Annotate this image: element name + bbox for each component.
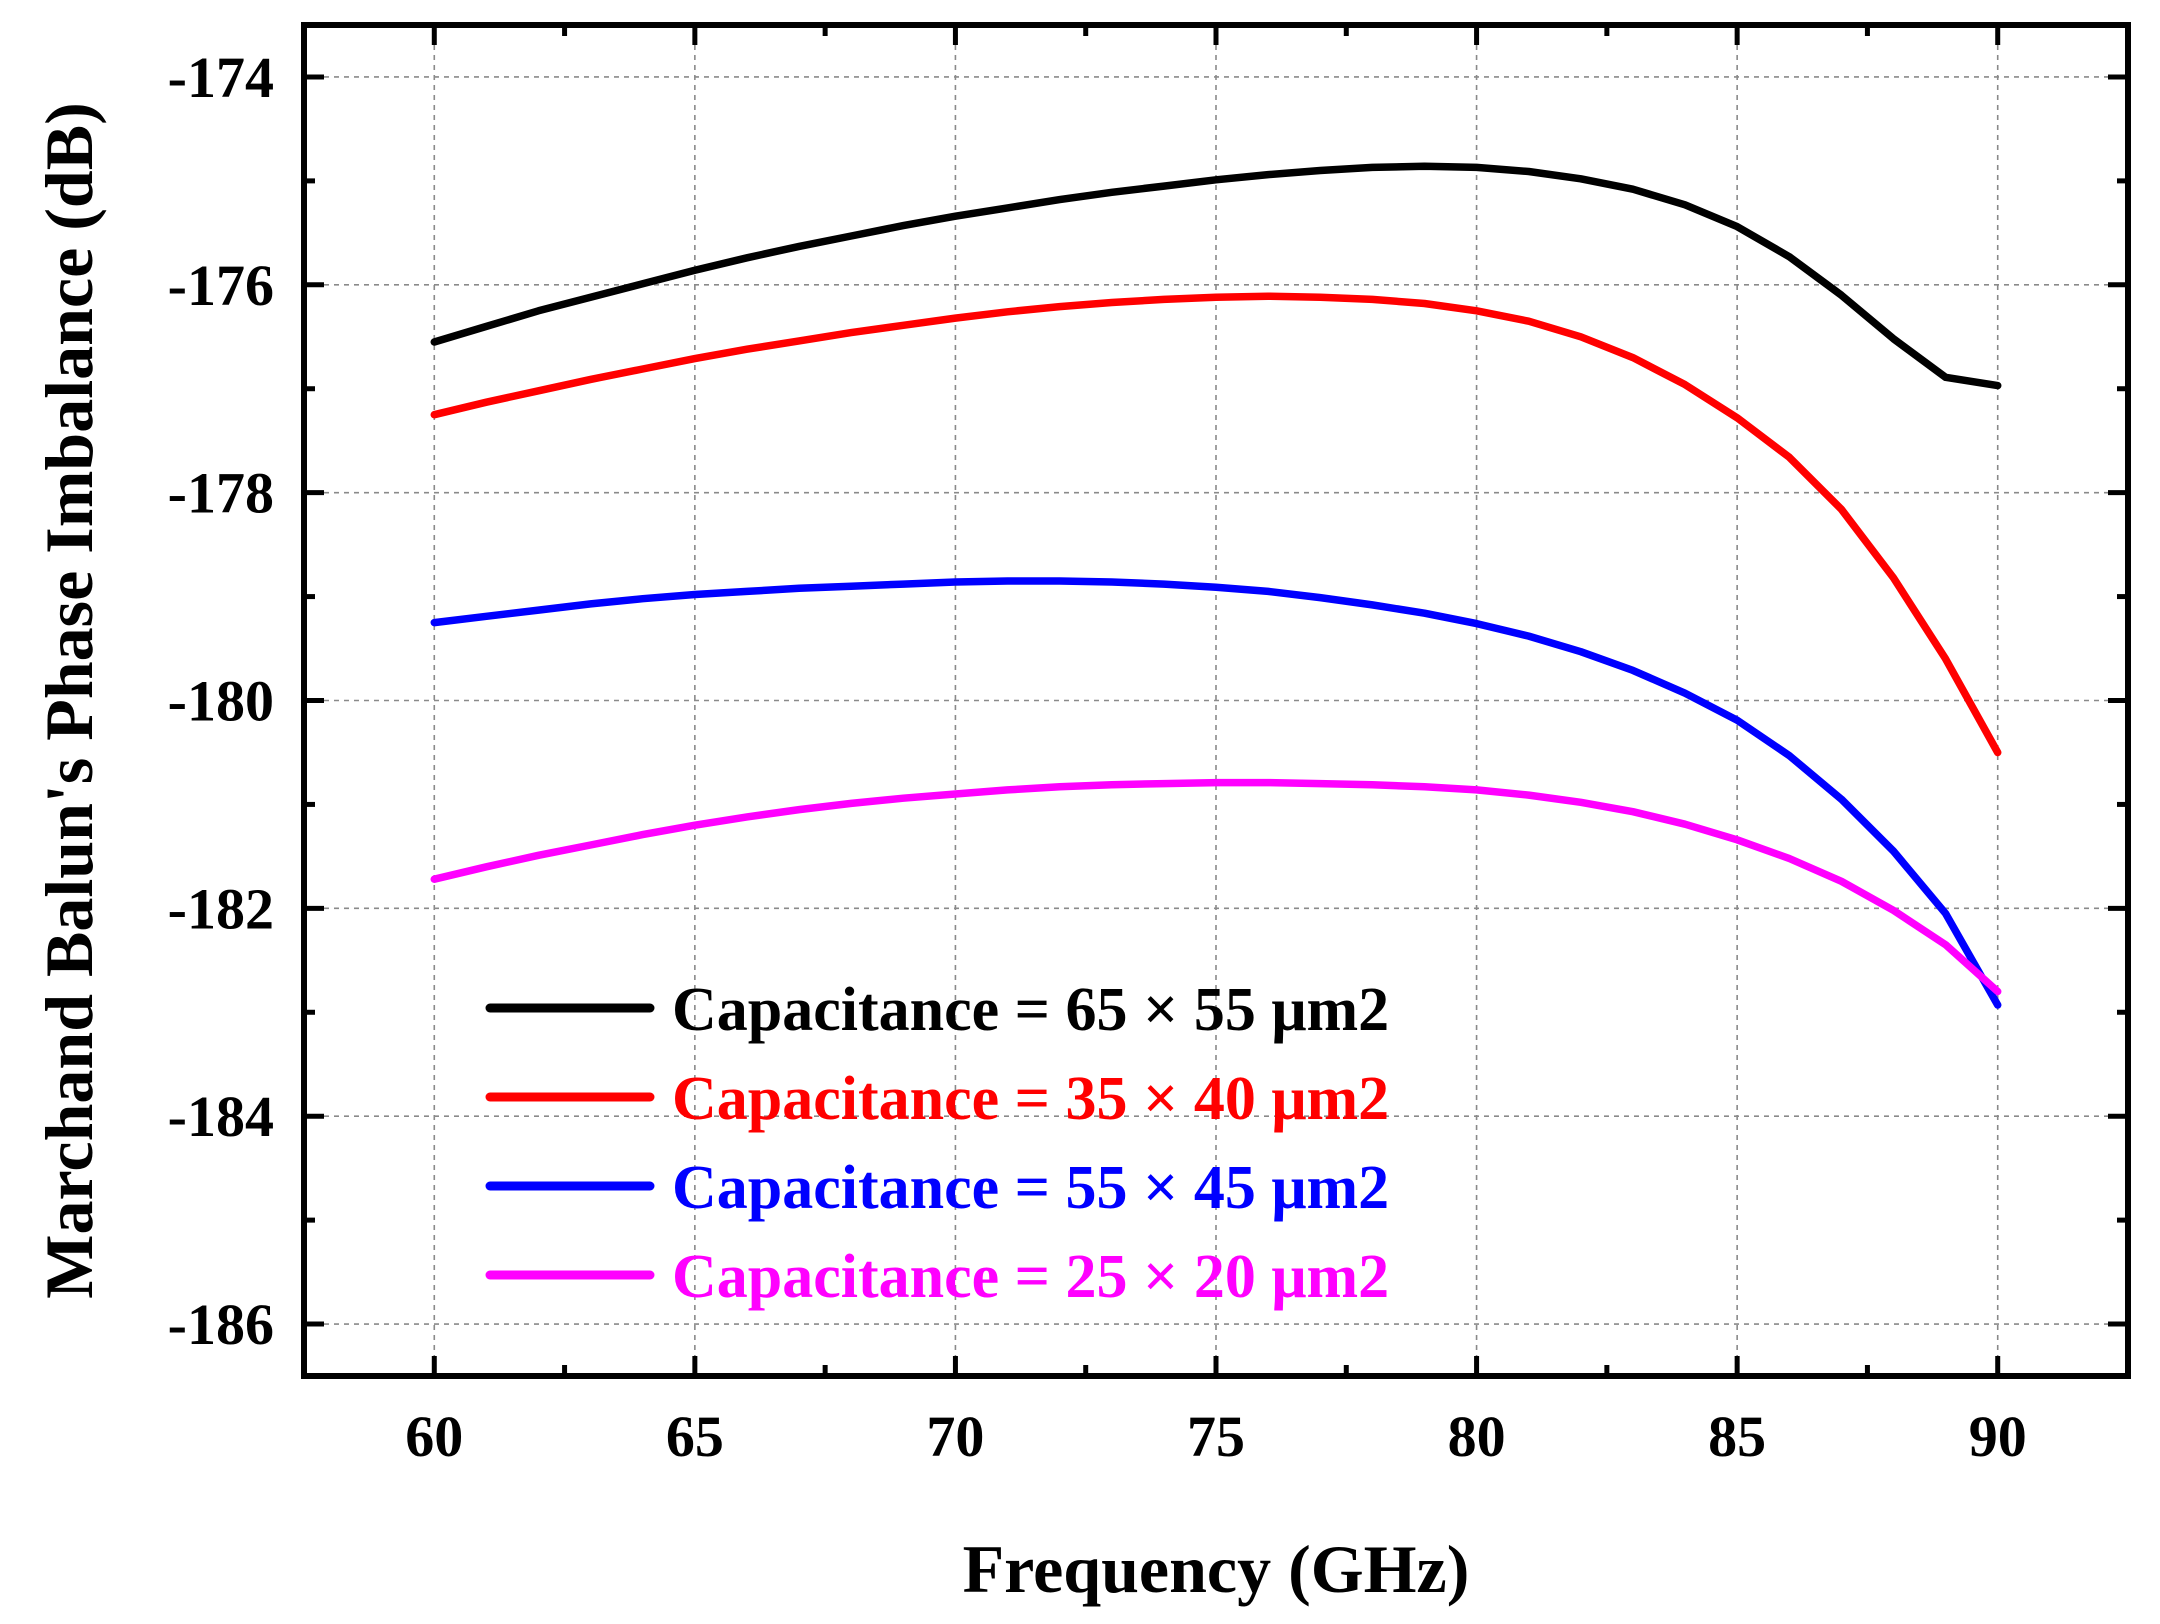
grid [304, 25, 2128, 1376]
legend-label-4: Capacitance = 25 × 20 μm2 [672, 1243, 1389, 1311]
x-tick-label: 90 [1969, 1404, 2027, 1469]
y-tick-label: -186 [168, 1292, 274, 1357]
series-line-4 [430, 778, 2002, 996]
y-tick-label: -174 [168, 45, 274, 110]
y-tick-label: -180 [168, 669, 274, 734]
y-tick-label: -176 [168, 253, 274, 318]
x-tick-label: 85 [1708, 1404, 1766, 1469]
x-tick-label: 75 [1187, 1404, 1245, 1469]
legend-label-3: Capacitance = 55 × 45 μm2 [672, 1154, 1389, 1222]
x-axis-title: Frequency (GHz) [963, 1531, 1470, 1607]
x-tick-label: 60 [405, 1404, 463, 1469]
series-group [430, 162, 2002, 1009]
legend-label-2: Capacitance = 35 × 40 μm2 [672, 1065, 1389, 1133]
y-tick-label: -178 [168, 461, 274, 526]
legend: Capacitance = 65 × 55 μm2 Capacitance = 3… [485, 976, 1389, 1311]
x-tick-label: 70 [926, 1404, 984, 1469]
legend-label-1: Capacitance = 65 × 55 μm2 [672, 976, 1389, 1044]
series-line-3 [430, 577, 2002, 1009]
y-axis-title: Marchand Balun's Phase Imbalance (dB) [31, 102, 107, 1298]
series-line-2 [430, 292, 2002, 757]
y-tick-label: -184 [168, 1084, 274, 1149]
x-tick-label: 80 [1448, 1404, 1506, 1469]
tick-labels: 60 65 70 75 80 85 90 -174 -176 -178 -180 -182 -184 -1… [168, 45, 2027, 1469]
series-line-1 [430, 162, 2002, 390]
axis-ticks [304, 25, 2128, 1376]
x-tick-label: 65 [666, 1404, 724, 1469]
y-tick-label: -182 [168, 876, 274, 941]
